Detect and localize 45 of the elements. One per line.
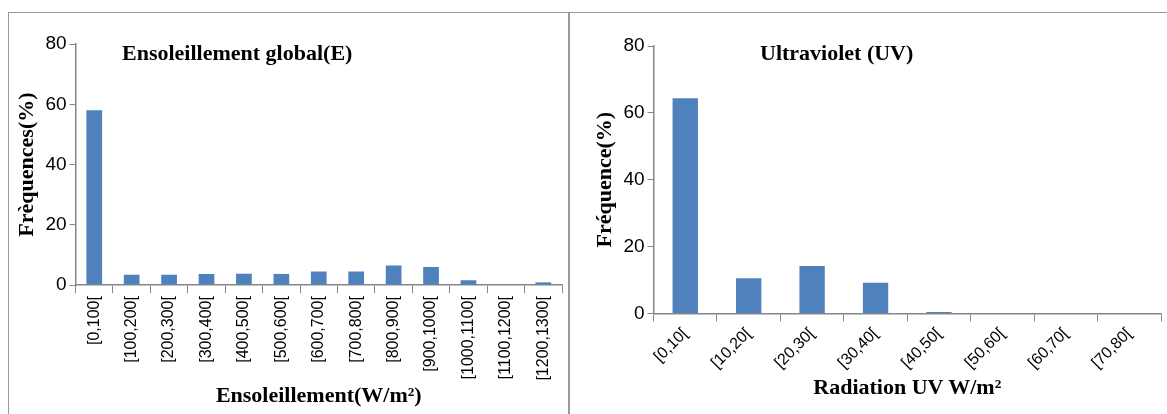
x-tick-label: [800,900[ (384, 295, 402, 363)
bar (385, 265, 402, 285)
y-tick-label: 40 (623, 167, 645, 189)
y-axis-title: Fréquence(%) (590, 111, 616, 248)
y-tick-label: 40 (45, 152, 67, 174)
bar (862, 282, 889, 313)
x-tick-label: [500,600[ (271, 295, 289, 363)
x-tick-label: [200,300[ (159, 295, 177, 363)
x-axis-title: Radiation UV W/m² (813, 374, 1002, 400)
x-tick-label: [1200,1300[ (533, 295, 551, 381)
chart-title: Ultraviolet (UV) (760, 40, 914, 66)
x-tick-label: [300,400[ (196, 295, 214, 363)
bar (236, 273, 252, 285)
y-axis-title: Frèquences(%) (12, 92, 38, 237)
x-tick-label: [900,1000[ (421, 295, 439, 372)
y-tick-label: 20 (623, 234, 645, 256)
bar (310, 271, 327, 285)
y-tick-label: 80 (623, 34, 645, 56)
x-tick-label: [100,200[ (122, 295, 140, 363)
x-tick-label: [0,100[ (84, 295, 102, 346)
bar (460, 280, 477, 285)
bar (348, 271, 365, 285)
chart-title: Ensoleillement global(E) (122, 40, 353, 66)
bar (423, 267, 439, 285)
x-tick-label: [1000,1100[ (458, 295, 476, 380)
y-tick-label: 60 (45, 92, 67, 114)
bar (86, 110, 103, 285)
y-tick-label: 0 (633, 301, 645, 323)
bar (123, 274, 140, 285)
bar (535, 282, 552, 285)
bar (799, 265, 825, 313)
bar (198, 273, 215, 285)
y-tick-label: 80 (45, 32, 67, 54)
x-tick-label: [700,800[ (346, 295, 364, 363)
x-tick-label: [1100,1200[ (496, 295, 514, 380)
x-tick-label: [400,500[ (234, 295, 252, 363)
x-axis-title: Ensoleillement(W/m²) (215, 382, 422, 408)
y-tick-label: 60 (623, 101, 645, 123)
bar (672, 98, 698, 313)
y-tick-label: 0 (55, 273, 67, 295)
x-tick-label: [600,700[ (309, 295, 327, 363)
bar (161, 274, 177, 285)
y-tick-label: 20 (45, 213, 67, 235)
bar (736, 278, 762, 313)
bar (273, 273, 290, 285)
